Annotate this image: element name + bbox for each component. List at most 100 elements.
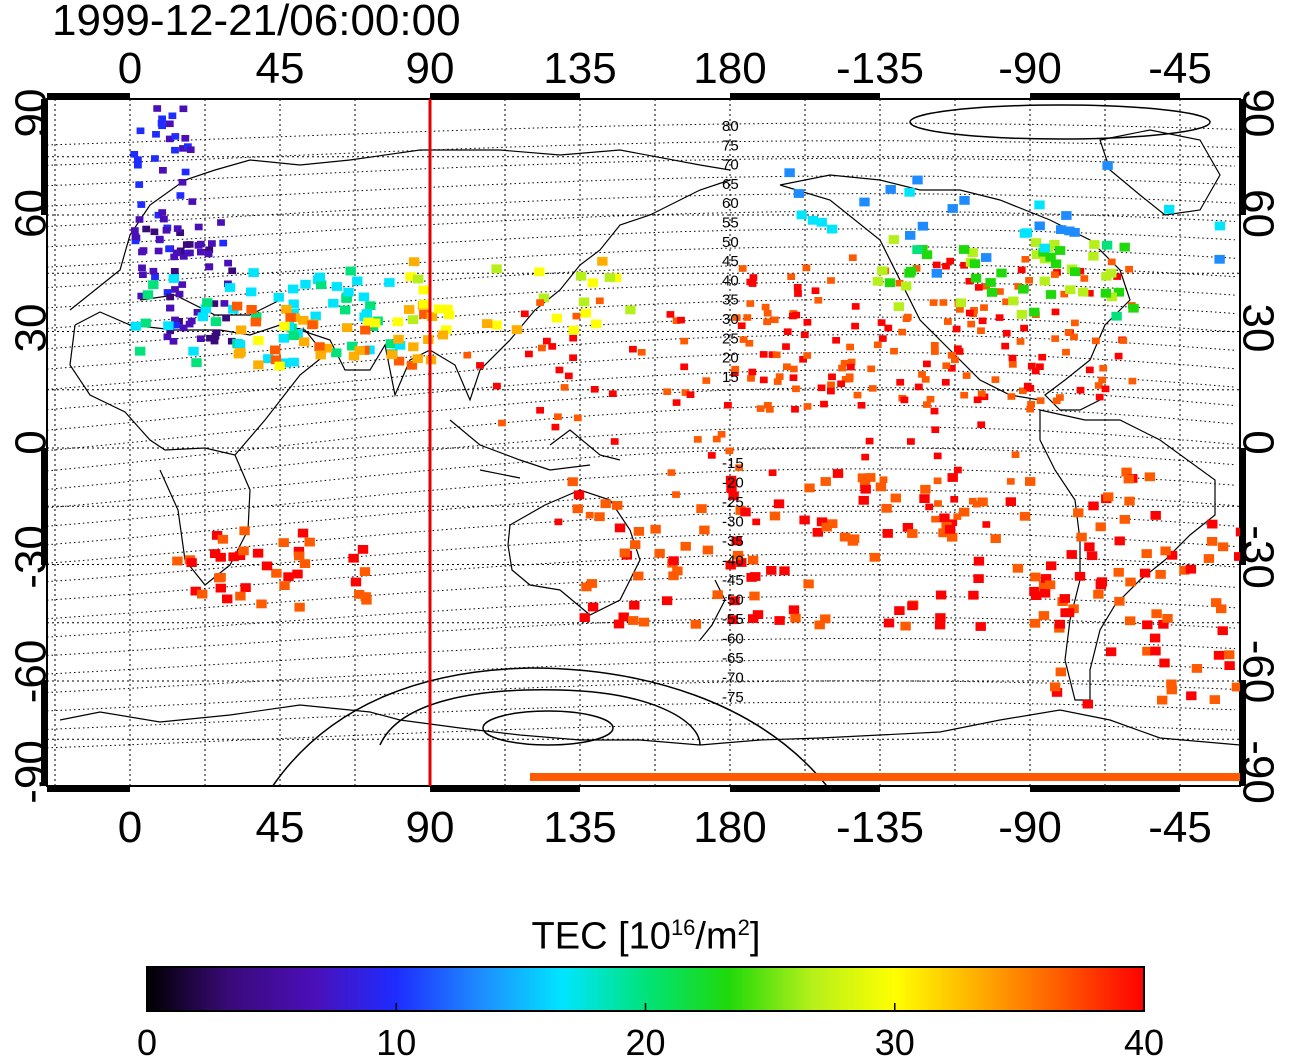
tec-cell: [619, 548, 630, 558]
tec-cell: [1287, 186, 1292, 195]
tec-cell: [278, 538, 289, 547]
tec-cell: [802, 264, 811, 272]
tec-cell: [151, 155, 159, 162]
tec-cell: [954, 345, 962, 352]
tec-cell: [672, 317, 681, 324]
tec-cell: [980, 304, 988, 311]
timestamp-title: 1999-12-21/06:00:00: [52, 0, 461, 45]
coast-asia: [299, 149, 731, 402]
tec-cell: [919, 494, 930, 503]
tec-cell: [955, 298, 966, 308]
colorbar-label-suffix: ]: [749, 915, 761, 958]
tec-cell: [1038, 353, 1047, 361]
tec-cell: [175, 318, 183, 325]
tec-cell: [239, 526, 250, 536]
tec-cell: [300, 279, 311, 289]
tec-cell: [217, 219, 225, 226]
tec-cell: [965, 309, 974, 317]
tec-cell: [222, 314, 230, 322]
tec-cell: [314, 272, 325, 282]
tec-cell: [699, 525, 710, 535]
tec-cell: [130, 227, 139, 234]
tec-cell: [995, 314, 1004, 321]
tec-cell: [881, 503, 892, 513]
tec-cell: [1125, 577, 1136, 587]
tec-cell: [1287, 522, 1292, 531]
tec-cell: [298, 315, 309, 325]
tec-cell: [1008, 296, 1019, 306]
tec-cell: [202, 298, 213, 307]
tec-cell: [952, 325, 961, 333]
tec-cell: [726, 484, 737, 493]
tec-cell: [1059, 594, 1070, 603]
tec-cell: [345, 266, 356, 276]
tec-cell: [1088, 251, 1099, 261]
latitude-tick-label: -90: [7, 740, 56, 804]
tec-cell: [224, 283, 236, 292]
tec-cell: [418, 285, 429, 295]
tec-cell: [348, 553, 359, 563]
tec-cell: [1030, 238, 1042, 247]
tec-cell: [789, 365, 798, 373]
coast-south-america: [1039, 409, 1216, 701]
tec-cell: [912, 175, 923, 185]
tec-cell: [228, 267, 237, 275]
tec-cell: [235, 348, 246, 357]
tec-cell: [590, 386, 599, 393]
tec-cell: [1054, 246, 1066, 255]
tec-cell: [772, 351, 781, 359]
tec-cell: [973, 396, 982, 404]
tec-cell: [1123, 474, 1134, 484]
tec-cell: [441, 325, 452, 335]
tec-cell: [1020, 324, 1028, 332]
tec-cell: [668, 571, 679, 581]
tec-cell: [1080, 275, 1089, 282]
tec-cell: [288, 284, 299, 294]
tec-cell: [935, 590, 947, 600]
tec-cell: [347, 341, 358, 351]
tec-cell: [1206, 537, 1218, 546]
tec-cell: [138, 264, 146, 272]
tec-cell: [1038, 580, 1050, 590]
tec-cell: [240, 583, 251, 592]
tec-cell: [235, 591, 246, 601]
tec-cell: [1217, 626, 1228, 636]
tec-cell: [931, 268, 942, 278]
tec-cell: [724, 401, 732, 409]
magnetic-contour: [47, 263, 1236, 309]
longitude-tick-label: 45: [256, 803, 305, 852]
tec-cell: [135, 346, 146, 356]
tec-cell: [857, 402, 866, 409]
north-polar-contour: [909, 104, 1211, 140]
colorbar-label: TEC [1016/m2]: [0, 906, 1292, 959]
tec-cell: [788, 605, 800, 615]
tec-cell: [885, 185, 896, 194]
tec-cell: [1282, 230, 1292, 239]
tec-cell: [869, 552, 880, 562]
tec-cell: [1224, 661, 1235, 670]
tec-cell: [933, 452, 942, 460]
tec-cell: [413, 274, 424, 284]
tec-cell: [686, 391, 695, 398]
tec-cell: [939, 513, 950, 523]
tec-cell: [279, 581, 290, 590]
tec-cell: [820, 614, 831, 624]
tec-cell: [628, 616, 639, 625]
tec-cell: [354, 590, 365, 599]
tec-cell: [554, 413, 562, 420]
tec-cell: [814, 297, 823, 304]
latitude-tick-label: 30: [1233, 304, 1282, 353]
tec-cell: [1214, 221, 1226, 231]
tec-cell: [783, 363, 791, 370]
tec-cell: [168, 112, 177, 120]
tec-cell: [1056, 225, 1067, 234]
tec-cell: [625, 305, 636, 315]
longitude-tick-label: 45: [256, 44, 305, 93]
tec-cell: [827, 277, 835, 284]
tec-cell: [437, 330, 449, 340]
tec-cell: [1036, 397, 1045, 404]
coast-new-zealand: [699, 579, 726, 641]
tec-cell: [613, 619, 625, 629]
tec-cell: [1160, 546, 1171, 556]
tec-cell: [393, 356, 405, 366]
